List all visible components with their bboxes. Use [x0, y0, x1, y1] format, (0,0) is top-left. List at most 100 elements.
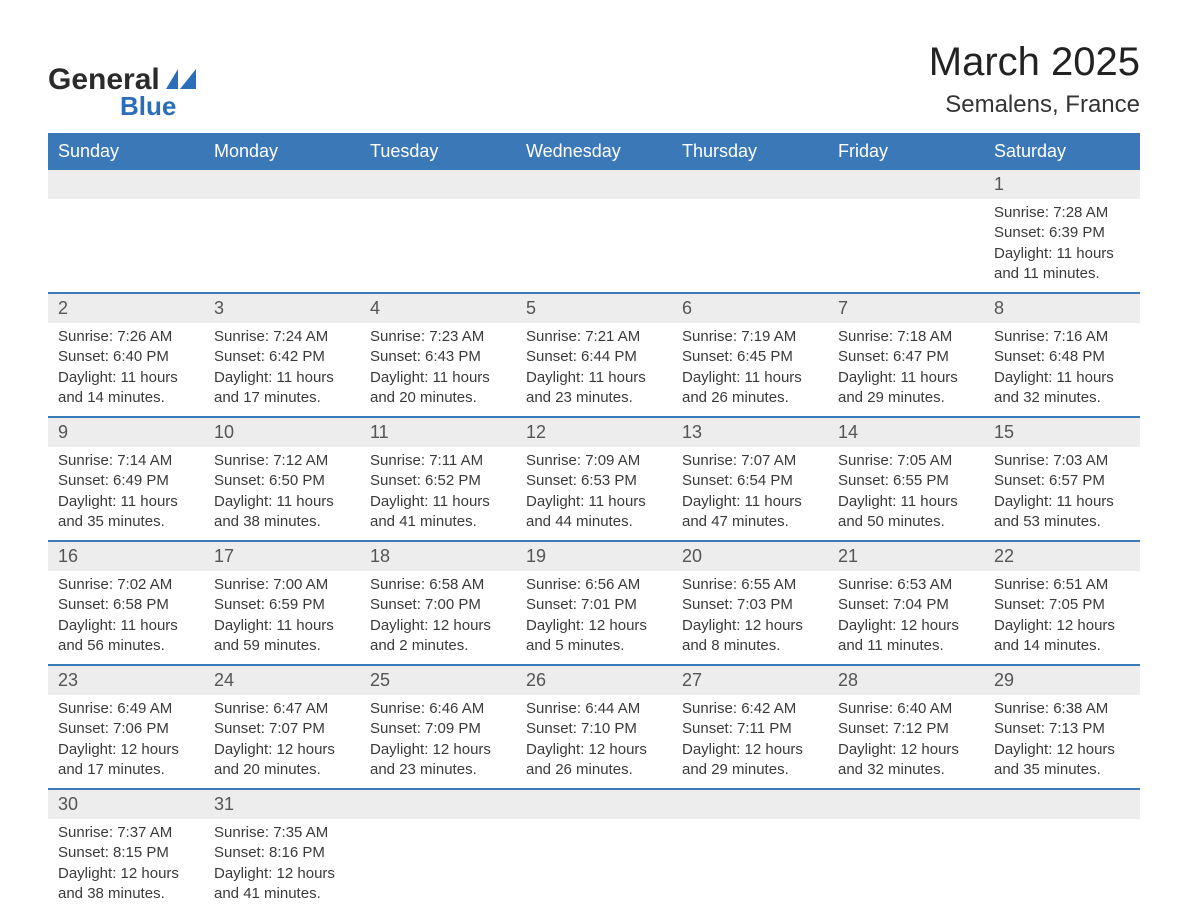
daylight-line-2: and 41 minutes.	[214, 884, 350, 904]
day-number: 27	[672, 666, 828, 695]
calendar-day-cell: 22Sunrise: 6:51 AMSunset: 7:05 PMDayligh…	[984, 541, 1140, 665]
daylight-line-1: Daylight: 11 hours	[58, 368, 194, 388]
daylight-line-1: Daylight: 12 hours	[526, 740, 662, 760]
calendar-day-cell: 11Sunrise: 7:11 AMSunset: 6:52 PMDayligh…	[360, 417, 516, 541]
location-subtitle: Semalens, France	[929, 91, 1140, 119]
daylight-line-2: and 11 minutes.	[994, 264, 1130, 284]
day-number	[516, 170, 672, 199]
day-number: 24	[204, 666, 360, 695]
sunset-line: Sunset: 8:15 PM	[58, 843, 194, 863]
sunrise-line: Sunrise: 7:05 AM	[838, 451, 974, 471]
sunset-line: Sunset: 6:59 PM	[214, 595, 350, 615]
day-number: 6	[672, 294, 828, 323]
calendar-day-cell	[48, 170, 204, 293]
calendar-day-cell: 3Sunrise: 7:24 AMSunset: 6:42 PMDaylight…	[204, 293, 360, 417]
day-number	[672, 790, 828, 819]
day-number: 31	[204, 790, 360, 819]
daylight-line-1: Daylight: 11 hours	[682, 492, 818, 512]
day-details	[516, 199, 672, 269]
daylight-line-1: Daylight: 12 hours	[214, 864, 350, 884]
day-details: Sunrise: 6:53 AMSunset: 7:04 PMDaylight:…	[828, 571, 984, 664]
sunset-line: Sunset: 6:40 PM	[58, 347, 194, 367]
day-details	[828, 199, 984, 269]
calendar-day-cell	[516, 170, 672, 293]
daylight-line-1: Daylight: 11 hours	[526, 368, 662, 388]
sunset-line: Sunset: 6:50 PM	[214, 471, 350, 491]
sunset-line: Sunset: 7:12 PM	[838, 719, 974, 739]
day-number: 23	[48, 666, 204, 695]
sunset-line: Sunset: 7:01 PM	[526, 595, 662, 615]
calendar-day-cell: 30Sunrise: 7:37 AMSunset: 8:15 PMDayligh…	[48, 789, 204, 912]
calendar-week-row: 30Sunrise: 7:37 AMSunset: 8:15 PMDayligh…	[48, 789, 1140, 912]
day-details: Sunrise: 7:28 AMSunset: 6:39 PMDaylight:…	[984, 199, 1140, 292]
weekday-header: Thursday	[672, 133, 828, 170]
calendar-day-cell: 14Sunrise: 7:05 AMSunset: 6:55 PMDayligh…	[828, 417, 984, 541]
day-details: Sunrise: 6:42 AMSunset: 7:11 PMDaylight:…	[672, 695, 828, 788]
sunset-line: Sunset: 6:53 PM	[526, 471, 662, 491]
day-details	[984, 819, 1140, 889]
calendar-day-cell: 20Sunrise: 6:55 AMSunset: 7:03 PMDayligh…	[672, 541, 828, 665]
calendar-week-row: 23Sunrise: 6:49 AMSunset: 7:06 PMDayligh…	[48, 665, 1140, 789]
daylight-line-2: and 20 minutes.	[370, 388, 506, 408]
calendar-day-cell	[828, 170, 984, 293]
daylight-line-2: and 38 minutes.	[214, 512, 350, 532]
daylight-line-1: Daylight: 11 hours	[58, 616, 194, 636]
calendar-day-cell: 4Sunrise: 7:23 AMSunset: 6:43 PMDaylight…	[360, 293, 516, 417]
daylight-line-2: and 38 minutes.	[58, 884, 194, 904]
sunrise-line: Sunrise: 7:02 AM	[58, 575, 194, 595]
calendar-day-cell: 24Sunrise: 6:47 AMSunset: 7:07 PMDayligh…	[204, 665, 360, 789]
daylight-line-2: and 2 minutes.	[370, 636, 506, 656]
sunrise-line: Sunrise: 6:53 AM	[838, 575, 974, 595]
daylight-line-1: Daylight: 11 hours	[370, 492, 506, 512]
brand-flag-icon	[166, 69, 196, 93]
daylight-line-2: and 23 minutes.	[370, 760, 506, 780]
daylight-line-2: and 26 minutes.	[526, 760, 662, 780]
daylight-line-2: and 56 minutes.	[58, 636, 194, 656]
day-details: Sunrise: 6:38 AMSunset: 7:13 PMDaylight:…	[984, 695, 1140, 788]
day-details: Sunrise: 7:21 AMSunset: 6:44 PMDaylight:…	[516, 323, 672, 416]
day-number	[828, 790, 984, 819]
day-details: Sunrise: 6:46 AMSunset: 7:09 PMDaylight:…	[360, 695, 516, 788]
calendar-day-cell	[360, 170, 516, 293]
sunrise-line: Sunrise: 6:55 AM	[682, 575, 818, 595]
day-details	[48, 199, 204, 269]
day-details: Sunrise: 7:11 AMSunset: 6:52 PMDaylight:…	[360, 447, 516, 540]
calendar-day-cell: 1Sunrise: 7:28 AMSunset: 6:39 PMDaylight…	[984, 170, 1140, 293]
daylight-line-1: Daylight: 12 hours	[682, 616, 818, 636]
day-details: Sunrise: 7:37 AMSunset: 8:15 PMDaylight:…	[48, 819, 204, 912]
daylight-line-1: Daylight: 12 hours	[58, 740, 194, 760]
sunset-line: Sunset: 6:48 PM	[994, 347, 1130, 367]
sunrise-line: Sunrise: 7:09 AM	[526, 451, 662, 471]
day-details: Sunrise: 7:07 AMSunset: 6:54 PMDaylight:…	[672, 447, 828, 540]
daylight-line-1: Daylight: 11 hours	[682, 368, 818, 388]
day-details	[672, 819, 828, 889]
daylight-line-2: and 32 minutes.	[838, 760, 974, 780]
sunset-line: Sunset: 6:49 PM	[58, 471, 194, 491]
daylight-line-2: and 5 minutes.	[526, 636, 662, 656]
daylight-line-2: and 35 minutes.	[58, 512, 194, 532]
sunset-line: Sunset: 6:47 PM	[838, 347, 974, 367]
day-number: 26	[516, 666, 672, 695]
daylight-line-2: and 8 minutes.	[682, 636, 818, 656]
calendar-day-cell: 16Sunrise: 7:02 AMSunset: 6:58 PMDayligh…	[48, 541, 204, 665]
sunrise-line: Sunrise: 7:21 AM	[526, 327, 662, 347]
day-details	[360, 199, 516, 269]
calendar-day-cell	[984, 789, 1140, 912]
month-title: March 2025	[929, 40, 1140, 85]
daylight-line-1: Daylight: 12 hours	[994, 740, 1130, 760]
sunset-line: Sunset: 6:39 PM	[994, 223, 1130, 243]
calendar-week-row: 1Sunrise: 7:28 AMSunset: 6:39 PMDaylight…	[48, 170, 1140, 293]
day-number: 13	[672, 418, 828, 447]
day-number: 1	[984, 170, 1140, 199]
day-number: 15	[984, 418, 1140, 447]
calendar-day-cell: 21Sunrise: 6:53 AMSunset: 7:04 PMDayligh…	[828, 541, 984, 665]
day-details: Sunrise: 6:55 AMSunset: 7:03 PMDaylight:…	[672, 571, 828, 664]
calendar-day-cell	[672, 789, 828, 912]
daylight-line-1: Daylight: 11 hours	[994, 244, 1130, 264]
calendar-day-cell: 19Sunrise: 6:56 AMSunset: 7:01 PMDayligh…	[516, 541, 672, 665]
daylight-line-1: Daylight: 12 hours	[370, 740, 506, 760]
daylight-line-1: Daylight: 11 hours	[994, 368, 1130, 388]
sunset-line: Sunset: 7:11 PM	[682, 719, 818, 739]
daylight-line-1: Daylight: 11 hours	[838, 492, 974, 512]
daylight-line-1: Daylight: 11 hours	[214, 616, 350, 636]
